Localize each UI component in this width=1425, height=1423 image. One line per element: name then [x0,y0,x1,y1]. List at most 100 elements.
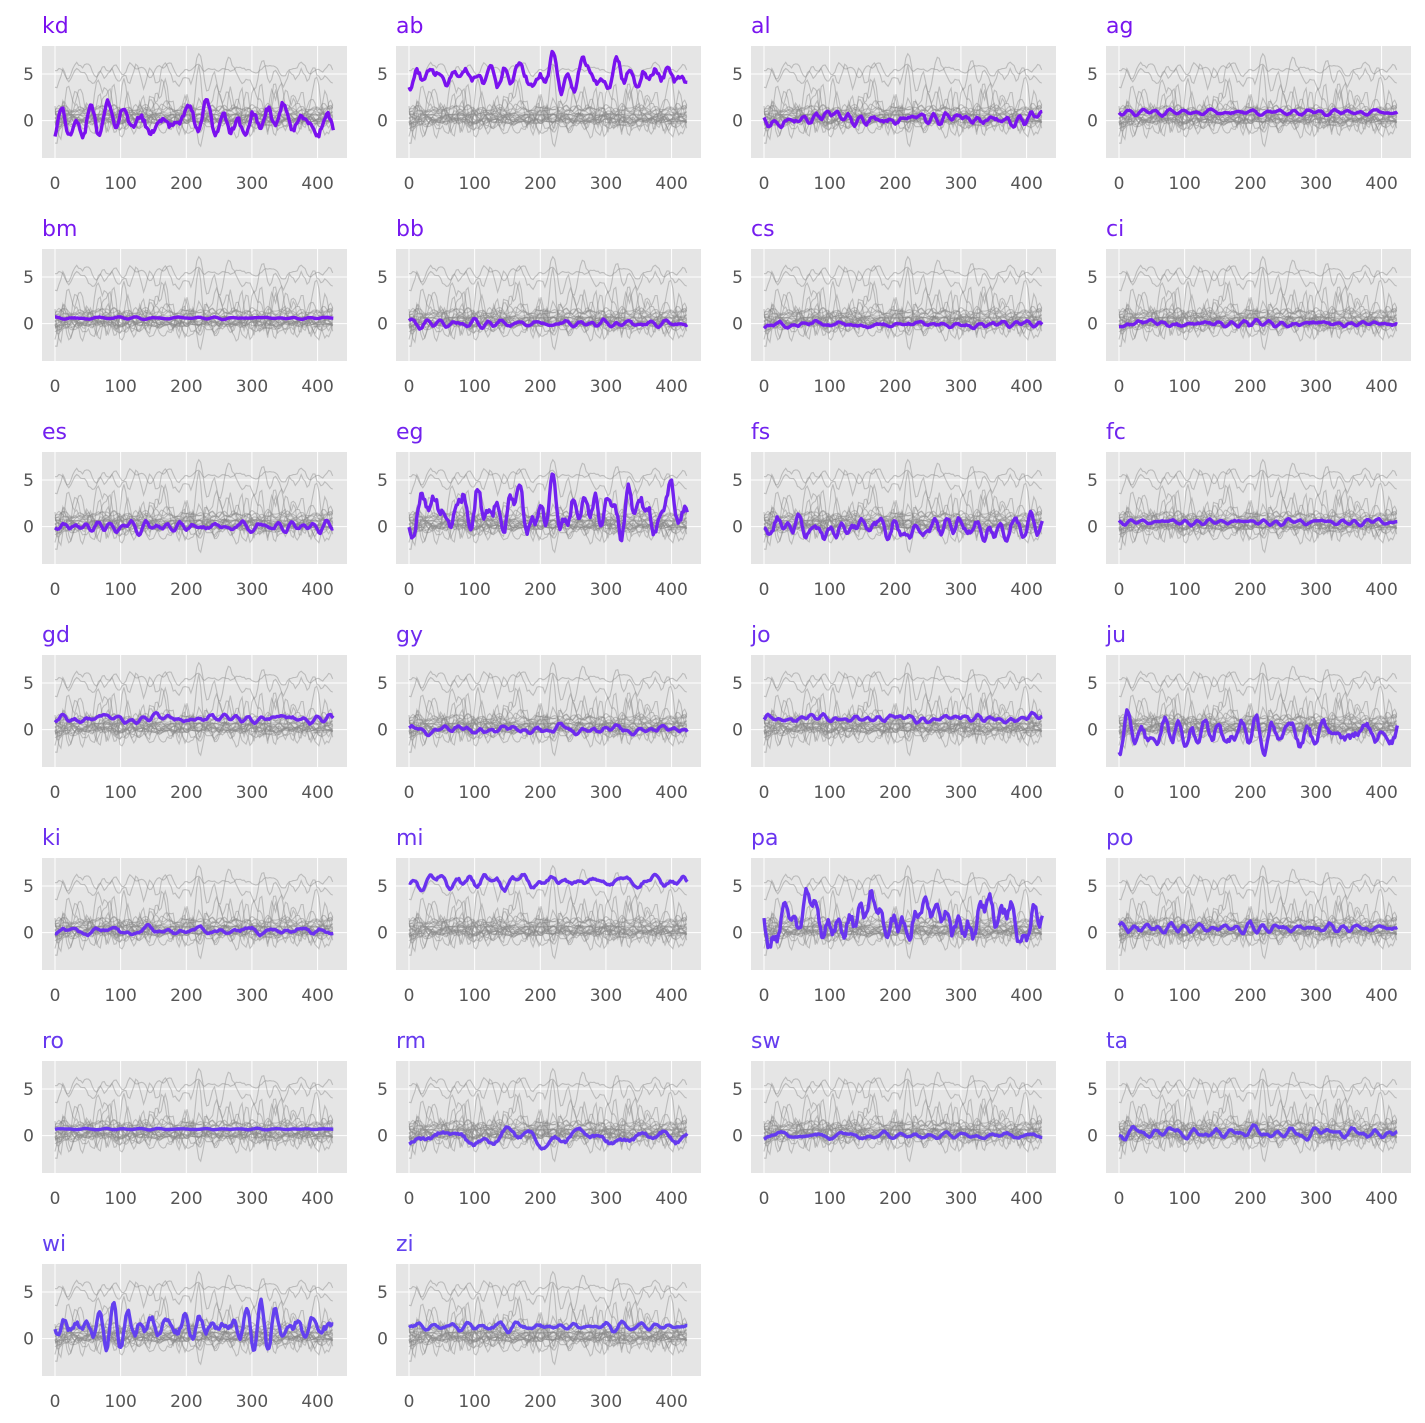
background-series-wi [1118,83,1398,133]
x-tick-label: 200 [524,1392,556,1412]
x-tick-label: 400 [1010,986,1042,1006]
y-tick-label: 0 [732,112,743,132]
x-tick-label: 100 [813,580,845,600]
panel-lines [54,1067,334,1163]
x-tick-label: 200 [170,377,202,397]
highlight-series-rm [408,1125,689,1151]
panel-cs: cs 0 100 200 300 400 0 5 [732,217,1056,397]
background-series-gd [763,305,1043,319]
background-series-gd [1118,914,1398,928]
background-series-cs [54,320,334,329]
background-series-eg [408,673,688,744]
background-series-mi [1118,264,1398,283]
background-series-bm [1118,316,1397,321]
panel-ju: ju 0 100 200 300 400 0 5 [1087,623,1411,803]
background-series-ab [763,458,1042,499]
x-tick-label: 100 [813,1189,845,1209]
x-tick-label: 0 [50,580,61,600]
background-series-ci [763,725,1042,734]
background-series-mi [763,264,1043,283]
background-series-zi [408,305,687,319]
panel-kd: kd 0 100 200 300 400 0 5 [23,14,347,194]
background-series-al [408,516,688,535]
background-series-po [54,1124,333,1139]
background-series-ju [763,98,1043,148]
background-series-bb [408,926,687,939]
y-tick-label: 5 [23,65,34,85]
background-series-fc [408,923,687,933]
background-series-ag [408,1123,687,1132]
background-series-wi [54,286,334,336]
background-series-zi [763,305,1042,319]
y-tick-label: 5 [1087,268,1098,288]
background-series-cs [1118,1132,1398,1141]
x-tick-label: 400 [1010,580,1042,600]
background-series-gd [1118,305,1398,319]
panel-al: al 0 100 200 300 400 0 5 [732,14,1056,194]
background-series-ab [408,458,687,499]
x-tick-label: 400 [301,580,333,600]
background-series-fs [408,309,688,340]
x-tick-label: 100 [458,580,490,600]
panel-lines [54,255,334,351]
background-series-mi [763,467,1043,486]
background-series-jo [54,305,334,318]
x-tick-label: 0 [759,986,770,1006]
x-tick-label: 100 [104,1392,136,1412]
background-series-pa [54,687,334,750]
y-tick-label: 5 [1087,674,1098,694]
background-series-rm [763,923,1043,946]
background-series-es [408,1331,687,1348]
x-tick-label: 300 [236,1189,268,1209]
background-series-pa [763,281,1043,344]
background-series-sw [408,927,687,937]
x-tick-label: 0 [50,377,61,397]
background-series-mi [1118,61,1398,80]
background-series-mi [54,1279,334,1298]
x-tick-label: 300 [590,1392,622,1412]
panel-title: bm [42,217,77,242]
background-series-rm [763,720,1043,743]
background-series-ab [1118,52,1397,93]
background-series-bm [763,113,1042,118]
background-series-es [54,316,333,333]
background-series-ju [54,910,334,960]
panel-po: po 0 100 200 300 400 0 5 [1087,826,1411,1006]
panel-lines [1117,864,1399,960]
y-tick-label: 5 [377,674,388,694]
panel-background [42,1061,347,1173]
y-tick-label: 0 [377,924,388,944]
background-series-bb [54,1129,333,1142]
background-series-ag [54,514,333,523]
background-series-cs [763,523,1043,532]
x-tick-label: 200 [170,783,202,803]
panel-lines [762,52,1043,148]
background-series-zi [408,711,687,725]
background-series-al [408,922,688,941]
background-series-ab [408,864,687,905]
background-series-ab [54,661,333,702]
background-series-fc [763,923,1042,933]
background-series-ab [763,255,1042,296]
highlight-series-ta [1118,1123,1398,1142]
background-series-wi [408,692,688,742]
panel-title: ro [42,1029,64,1054]
x-tick-label: 200 [879,174,911,194]
x-tick-label: 300 [236,580,268,600]
x-tick-label: 100 [458,1189,490,1209]
background-series-zi [54,1117,333,1131]
x-tick-label: 0 [1114,783,1125,803]
background-series-mi [54,61,334,80]
background-series-ro [408,1127,687,1131]
background-series-al [408,110,688,129]
panel-lines [1117,458,1398,554]
x-tick-label: 300 [236,986,268,1006]
background-series-eg [408,64,688,135]
background-series-ro [54,924,333,928]
panel-title: es [42,420,67,445]
background-series-eg [1118,1079,1398,1150]
background-series-ab [763,864,1042,905]
background-series-ro [54,518,333,522]
y-tick-label: 0 [377,112,388,132]
background-series-pa [408,78,688,141]
